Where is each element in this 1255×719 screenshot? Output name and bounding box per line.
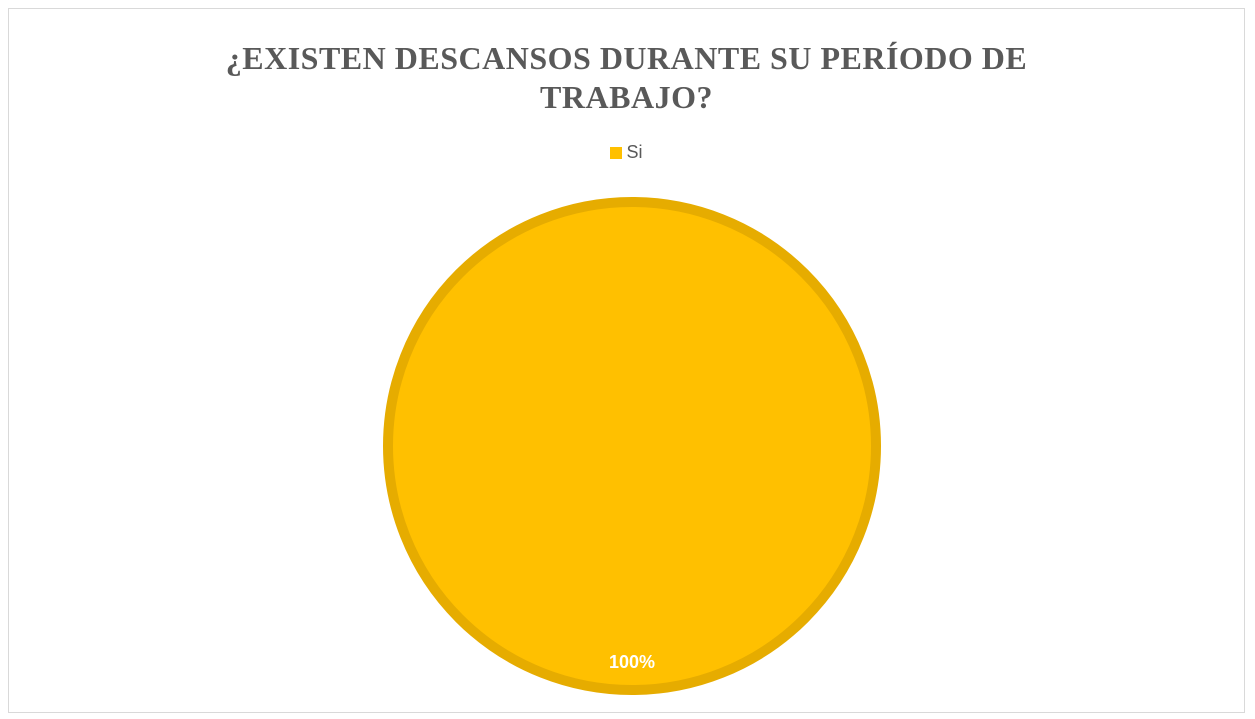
legend-entry-si: Si xyxy=(610,142,643,163)
pie-slices xyxy=(383,197,881,695)
pie-slice-si xyxy=(383,197,881,695)
legend-label-si: Si xyxy=(626,142,643,162)
chart-legend: Si xyxy=(9,142,1244,164)
chart-title-line-1: ¿EXISTEN DESCANSOS DURANTE SU PERÍODO DE xyxy=(225,40,1028,76)
data-label-si: 100% xyxy=(609,652,655,672)
chart-title: ¿EXISTEN DESCANSOS DURANTE SU PERÍODO DE… xyxy=(9,39,1244,117)
legend-swatch-si xyxy=(610,146,623,159)
chart-title-line-2: TRABAJO? xyxy=(540,79,713,115)
pie-data-labels: 100% xyxy=(609,652,655,672)
